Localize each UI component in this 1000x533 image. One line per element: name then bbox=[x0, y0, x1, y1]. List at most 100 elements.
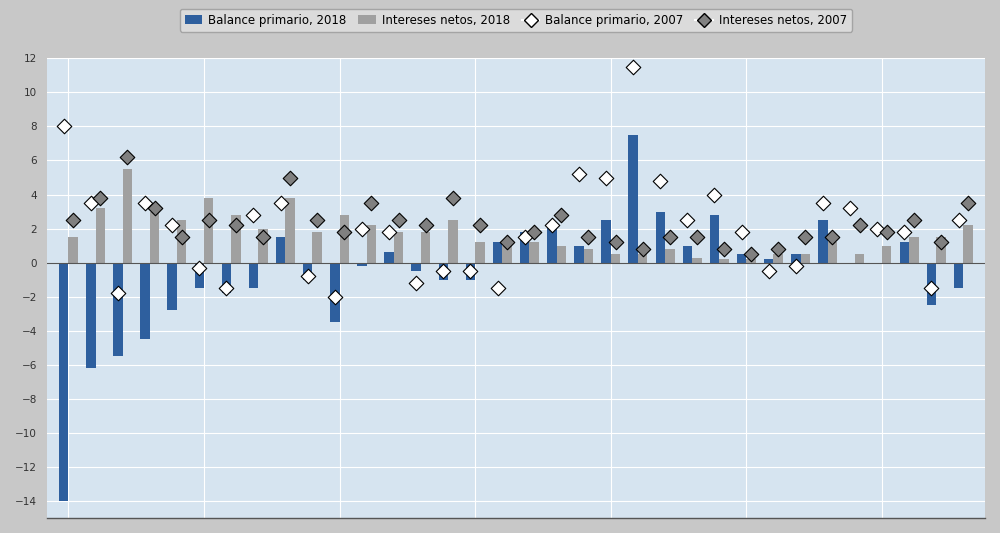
Point bbox=[137, 199, 153, 207]
Point bbox=[408, 279, 424, 287]
Point bbox=[734, 228, 750, 236]
Point bbox=[309, 216, 325, 224]
Point bbox=[625, 62, 641, 71]
Bar bbox=[954, 263, 963, 288]
Point bbox=[743, 250, 759, 259]
Bar bbox=[195, 263, 204, 288]
Bar bbox=[683, 246, 692, 263]
Bar bbox=[764, 259, 773, 263]
Bar bbox=[963, 225, 973, 263]
Bar bbox=[340, 215, 349, 263]
Point bbox=[110, 289, 126, 297]
Bar bbox=[357, 263, 367, 266]
Point bbox=[571, 170, 587, 179]
Bar bbox=[584, 249, 593, 263]
Bar bbox=[746, 259, 756, 263]
Bar bbox=[421, 232, 430, 263]
Bar bbox=[222, 263, 231, 293]
Bar bbox=[285, 198, 295, 263]
Point bbox=[635, 245, 651, 253]
Point bbox=[119, 153, 135, 161]
Bar bbox=[303, 263, 312, 280]
Bar bbox=[628, 135, 638, 263]
Bar bbox=[611, 254, 620, 263]
Bar bbox=[475, 242, 485, 263]
Point bbox=[255, 233, 271, 241]
Point bbox=[83, 199, 99, 207]
Bar bbox=[557, 246, 566, 263]
Point bbox=[679, 216, 695, 224]
Bar bbox=[249, 263, 258, 288]
Point bbox=[842, 204, 858, 213]
Point bbox=[960, 199, 976, 207]
Point bbox=[490, 284, 506, 293]
Legend: Balance primario, 2018, Intereses netos, 2018, Balance primario, 2007, Intereses: Balance primario, 2018, Intereses netos,… bbox=[180, 9, 852, 31]
Bar bbox=[68, 237, 78, 263]
Point bbox=[499, 238, 515, 246]
Point bbox=[56, 122, 72, 131]
Bar bbox=[96, 208, 105, 263]
Bar bbox=[330, 263, 340, 322]
Bar bbox=[231, 215, 241, 263]
Bar bbox=[791, 254, 801, 263]
Bar bbox=[828, 242, 837, 263]
Bar bbox=[167, 263, 177, 310]
Point bbox=[147, 204, 163, 213]
Bar bbox=[547, 225, 557, 263]
Point bbox=[580, 233, 596, 241]
Point bbox=[815, 199, 831, 207]
Bar bbox=[710, 215, 719, 263]
Point bbox=[228, 221, 244, 229]
Point bbox=[770, 245, 786, 253]
Bar bbox=[123, 169, 132, 263]
Point bbox=[951, 216, 967, 224]
Point bbox=[933, 238, 949, 246]
Bar bbox=[719, 259, 729, 263]
Point bbox=[788, 262, 804, 270]
Point bbox=[245, 211, 261, 219]
Bar bbox=[845, 263, 855, 264]
Bar bbox=[773, 254, 783, 263]
Point bbox=[526, 228, 542, 236]
Point bbox=[363, 199, 379, 207]
Bar bbox=[638, 254, 647, 263]
Point bbox=[852, 221, 868, 229]
Bar bbox=[86, 263, 96, 368]
Point bbox=[797, 233, 813, 241]
Bar bbox=[150, 212, 159, 263]
Bar bbox=[737, 254, 746, 263]
Bar bbox=[312, 232, 322, 263]
Bar bbox=[936, 237, 946, 263]
Bar bbox=[448, 220, 458, 263]
Bar bbox=[204, 198, 213, 263]
Point bbox=[381, 228, 397, 236]
Point bbox=[300, 272, 316, 280]
Point bbox=[282, 173, 298, 182]
Point bbox=[191, 263, 207, 272]
Bar bbox=[900, 242, 909, 263]
Bar bbox=[927, 263, 936, 305]
Point bbox=[923, 284, 939, 293]
Bar bbox=[411, 263, 421, 271]
Bar bbox=[466, 263, 475, 280]
Point bbox=[354, 224, 370, 233]
Bar bbox=[656, 212, 665, 263]
Point bbox=[462, 267, 478, 276]
Bar bbox=[493, 242, 502, 263]
Bar bbox=[818, 220, 828, 263]
Point bbox=[273, 199, 289, 207]
Bar bbox=[140, 263, 150, 339]
Point bbox=[662, 233, 678, 241]
Point bbox=[92, 193, 108, 202]
Point bbox=[869, 224, 885, 233]
Bar bbox=[855, 254, 864, 263]
Point bbox=[598, 173, 614, 182]
Point bbox=[706, 190, 722, 199]
Point bbox=[391, 216, 407, 224]
Point bbox=[336, 228, 352, 236]
Point bbox=[608, 238, 624, 246]
Bar bbox=[801, 254, 810, 263]
Point bbox=[472, 221, 488, 229]
Point bbox=[327, 293, 343, 301]
Point bbox=[652, 176, 668, 185]
